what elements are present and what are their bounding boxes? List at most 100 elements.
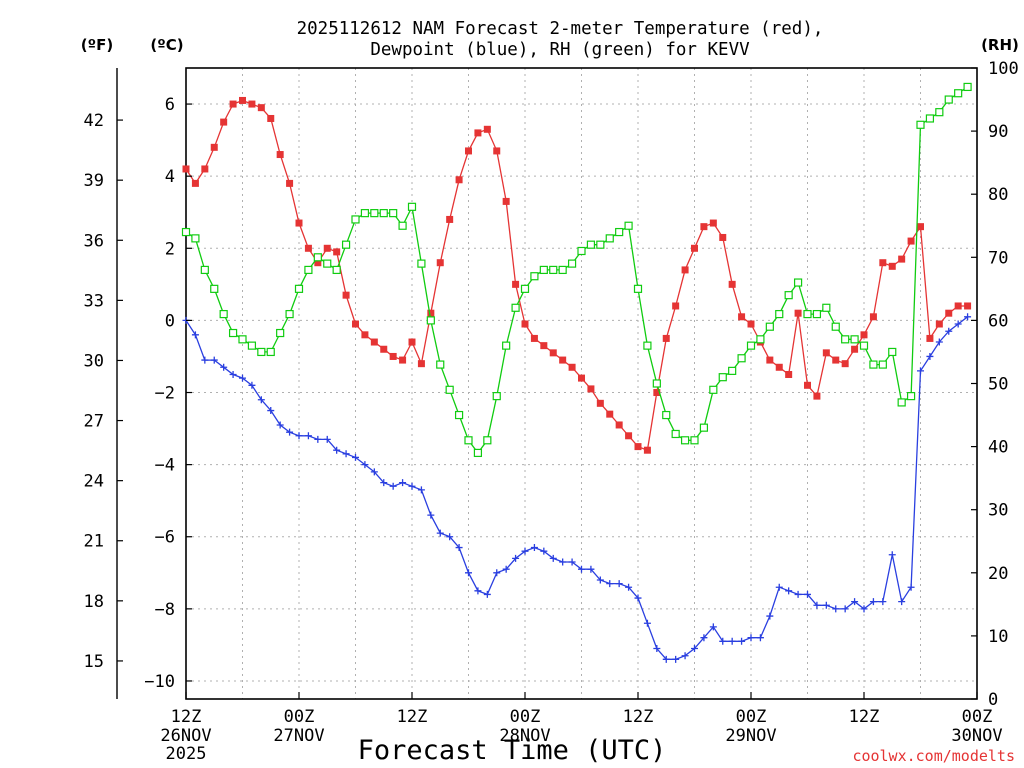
rh-point (549, 265, 558, 275)
credit-text: coolwx.com/modelts (852, 747, 1015, 765)
temperature-point (295, 219, 303, 227)
dewpoint-point (945, 327, 953, 335)
dewpoint-point (634, 594, 642, 602)
rh-point (680, 436, 690, 445)
rh-point (718, 373, 727, 382)
rh-point (944, 95, 953, 104)
celsius-tick-label: 6 (165, 95, 175, 115)
temperature-point (201, 165, 209, 173)
temperature-point (596, 399, 604, 407)
data-series (181, 82, 972, 663)
temperature-point (352, 320, 359, 328)
rh-point (276, 328, 285, 338)
dewpoint-point (229, 370, 237, 378)
dewpoint-point (643, 619, 651, 627)
rh-point (285, 309, 294, 319)
axes: 6420−2−4−6−8−104239363330272421181510090… (84, 59, 1019, 764)
dewpoint-point (681, 652, 689, 660)
rh-point (238, 335, 247, 344)
dewpoint-point (436, 529, 444, 537)
dewpoint-point (954, 320, 962, 328)
temperature-point (728, 280, 736, 288)
temperature-point (220, 118, 228, 126)
temperature-point (370, 338, 378, 346)
temperature-point (512, 280, 520, 288)
dewpoint-point (775, 583, 783, 591)
x-tick-time-label: 00Z (284, 707, 315, 727)
x-tick-date-label: 29NOV (725, 726, 776, 746)
temperature-point (662, 334, 670, 342)
temperature-point (822, 349, 830, 357)
temperature-point (455, 176, 463, 184)
rh-point (454, 410, 464, 420)
rh-tick-label: 40 (988, 438, 1008, 458)
dewpoint-point (370, 468, 378, 476)
dewpoint-point (210, 356, 218, 364)
rh-point (210, 284, 219, 293)
rh-point (567, 259, 577, 268)
celsius-tick-label: −2 (155, 384, 175, 404)
rh-point (426, 316, 435, 325)
fahrenheit-tick-label: 21 (84, 532, 104, 552)
temperature-point (606, 410, 614, 418)
rh-point (389, 209, 398, 218)
dewpoint-point (709, 623, 717, 631)
temperature-point (738, 313, 746, 321)
dewpoint-point (606, 580, 614, 588)
celsius-tick-label: −10 (144, 672, 175, 692)
temperature-point (954, 302, 962, 310)
rh-point (181, 227, 191, 237)
rh-point (793, 278, 803, 287)
temperature-point (578, 374, 585, 382)
dewpoint-point (578, 565, 585, 573)
dewpoint-point (935, 338, 943, 346)
rh-point (831, 322, 840, 331)
dewpoint-point (248, 381, 256, 389)
temperature-point (832, 356, 840, 364)
temperature-point (945, 309, 953, 317)
dewpoint-point (653, 645, 661, 653)
temperature-point (521, 320, 529, 328)
fahrenheit-tick-label: 36 (84, 231, 104, 251)
temperature-point (653, 389, 661, 397)
temperature-point (446, 215, 454, 223)
dewpoint-point (822, 601, 830, 609)
fahrenheit-unit-label: (ºF) (81, 36, 113, 54)
temperature-point (361, 331, 369, 339)
celsius-tick-label: 0 (165, 311, 175, 331)
rh-point (558, 265, 567, 275)
rh-point (379, 209, 388, 218)
temperature-point (465, 147, 472, 155)
fahrenheit-tick-label: 42 (84, 111, 104, 131)
rh-point (341, 240, 351, 249)
rh-point (360, 209, 370, 218)
rh-point (841, 335, 850, 344)
dewpoint-point (879, 598, 887, 606)
rh-point (200, 265, 209, 275)
dewpoint-point (813, 601, 821, 609)
x-tick-date-label: 27NOV (273, 726, 324, 746)
fahrenheit-tick-label: 15 (84, 652, 104, 672)
temperature-point (248, 100, 256, 108)
dewpoint-point (964, 313, 972, 321)
rh-point (520, 284, 530, 293)
x-tick-time-label: 12Z (171, 707, 202, 727)
temperature-point (587, 385, 595, 393)
temperature-point (681, 266, 689, 274)
dewpoint-point (427, 511, 435, 519)
temperature-point (851, 345, 859, 353)
rh-point (219, 309, 228, 319)
temperature-point (530, 334, 538, 342)
rh-point (266, 347, 275, 357)
temperature-point (672, 302, 680, 310)
rh-unit-label: (RH) (981, 36, 1019, 54)
dewpoint-point (869, 598, 877, 606)
rh-point (294, 284, 304, 293)
rh-point (652, 379, 661, 388)
rh-point (464, 436, 473, 445)
x-tick-time-label: 00Z (962, 707, 993, 727)
temperature-point (229, 100, 237, 108)
temperature-point (286, 179, 294, 187)
rh-point (643, 341, 652, 350)
